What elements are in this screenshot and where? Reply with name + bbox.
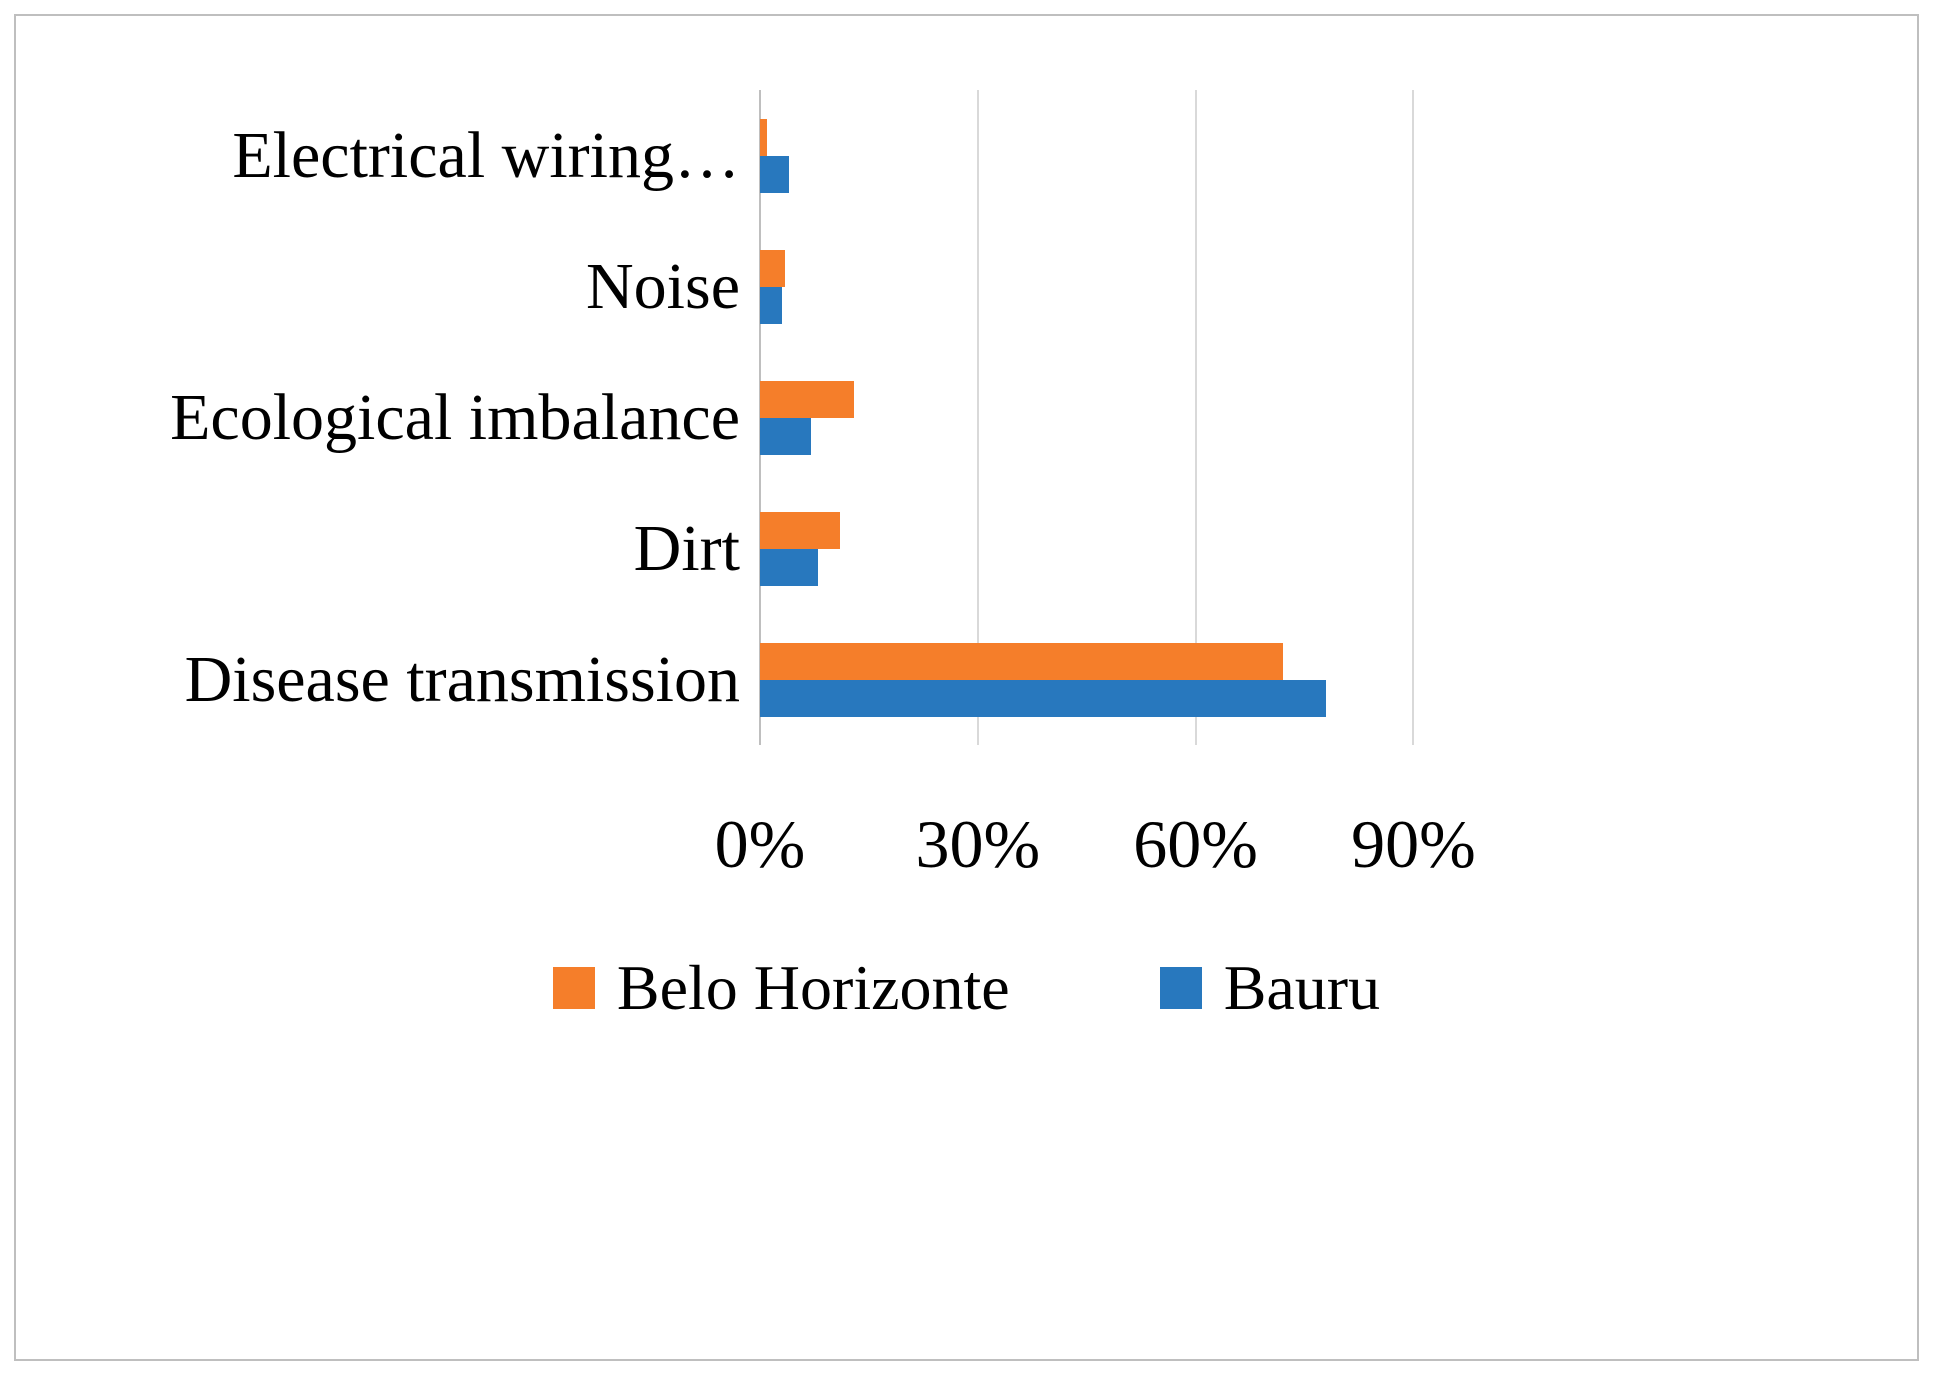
gridline (1194, 90, 1197, 745)
legend-swatch-icon (552, 967, 595, 1009)
x-tick-label: 60% (1133, 806, 1258, 882)
chart-frame: Electrical wiring… Noise Ecological imbala… (14, 14, 1919, 1361)
legend: Belo Horizonte Bauru (16, 956, 1917, 1020)
legend-item-belo-horizonte: Belo Horizonte (552, 952, 1010, 1023)
bar-bauru (760, 286, 782, 324)
x-tick-label: 0% (714, 806, 806, 882)
x-tick-label: 30% (915, 806, 1041, 882)
bar-bauru (760, 417, 811, 455)
x-tick-label: 90% (1351, 806, 1476, 882)
bar-belo-horizonte (760, 118, 768, 156)
plot-area: Electrical wiring… Noise Ecological imbala… (16, 16, 1917, 1359)
bar-belo-horizonte (760, 642, 1283, 680)
legend-label: Bauru (1223, 952, 1381, 1023)
bar-belo-horizonte (760, 249, 786, 287)
category-label: Noise (586, 249, 740, 323)
bar-bauru (760, 548, 819, 586)
category-label: Dirt (633, 511, 740, 585)
bar-bauru (760, 679, 1327, 717)
legend-label: Belo Horizonte (616, 952, 1010, 1023)
category-label: Electrical wiring… (232, 118, 740, 192)
legend-swatch-icon (1159, 967, 1202, 1009)
category-label: Disease transmission (184, 642, 740, 716)
category-label: Ecological imbalance (170, 380, 740, 454)
gridline (976, 90, 979, 745)
bar-bauru (760, 155, 790, 193)
bar-belo-horizonte (760, 511, 840, 549)
gridline (1412, 90, 1415, 745)
bar-belo-horizonte (760, 380, 855, 418)
legend-item-bauru: Bauru (1159, 952, 1381, 1023)
